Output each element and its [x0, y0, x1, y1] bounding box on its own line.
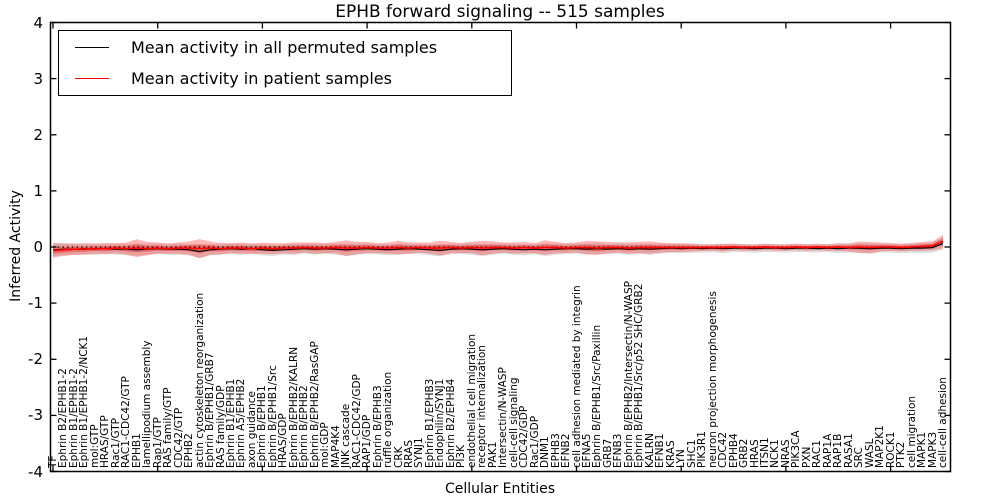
legend: Mean activity in all permuted samples Me…: [58, 30, 512, 96]
x-axis-label: Cellular Entities: [444, 481, 556, 497]
legend-entry-permuted: Mean activity in all permuted samples: [59, 32, 511, 62]
y-tick-label: -2: [28, 350, 43, 369]
permuted-line-sample: [75, 46, 109, 48]
y-tick-label: -4: [28, 462, 43, 481]
y-tick-label: 1: [33, 181, 43, 200]
y-tick-label: 4: [33, 13, 43, 32]
y-tick-label: 0: [33, 238, 43, 256]
legend-label: Mean activity in all permuted samples: [131, 37, 438, 57]
chart-title: EPHB forward signaling -- 515 samples: [335, 2, 665, 22]
legend-label: Mean activity in patient samples: [131, 68, 392, 88]
permuted-mean-line: [52, 243, 944, 253]
legend-entry-patient: Mean activity in patient samples: [59, 63, 511, 93]
y-tick-label: 3: [33, 69, 43, 88]
patient-line-sample: [75, 77, 109, 79]
x-tick-label: cell-cell adhesion: [937, 377, 949, 468]
y-tick-label: -3: [28, 406, 43, 425]
patient-mean-line: [52, 240, 944, 252]
patient-band-outer: [53, 234, 943, 259]
y-tick-label: -1: [28, 294, 43, 313]
y-tick-label: 2: [33, 125, 43, 144]
